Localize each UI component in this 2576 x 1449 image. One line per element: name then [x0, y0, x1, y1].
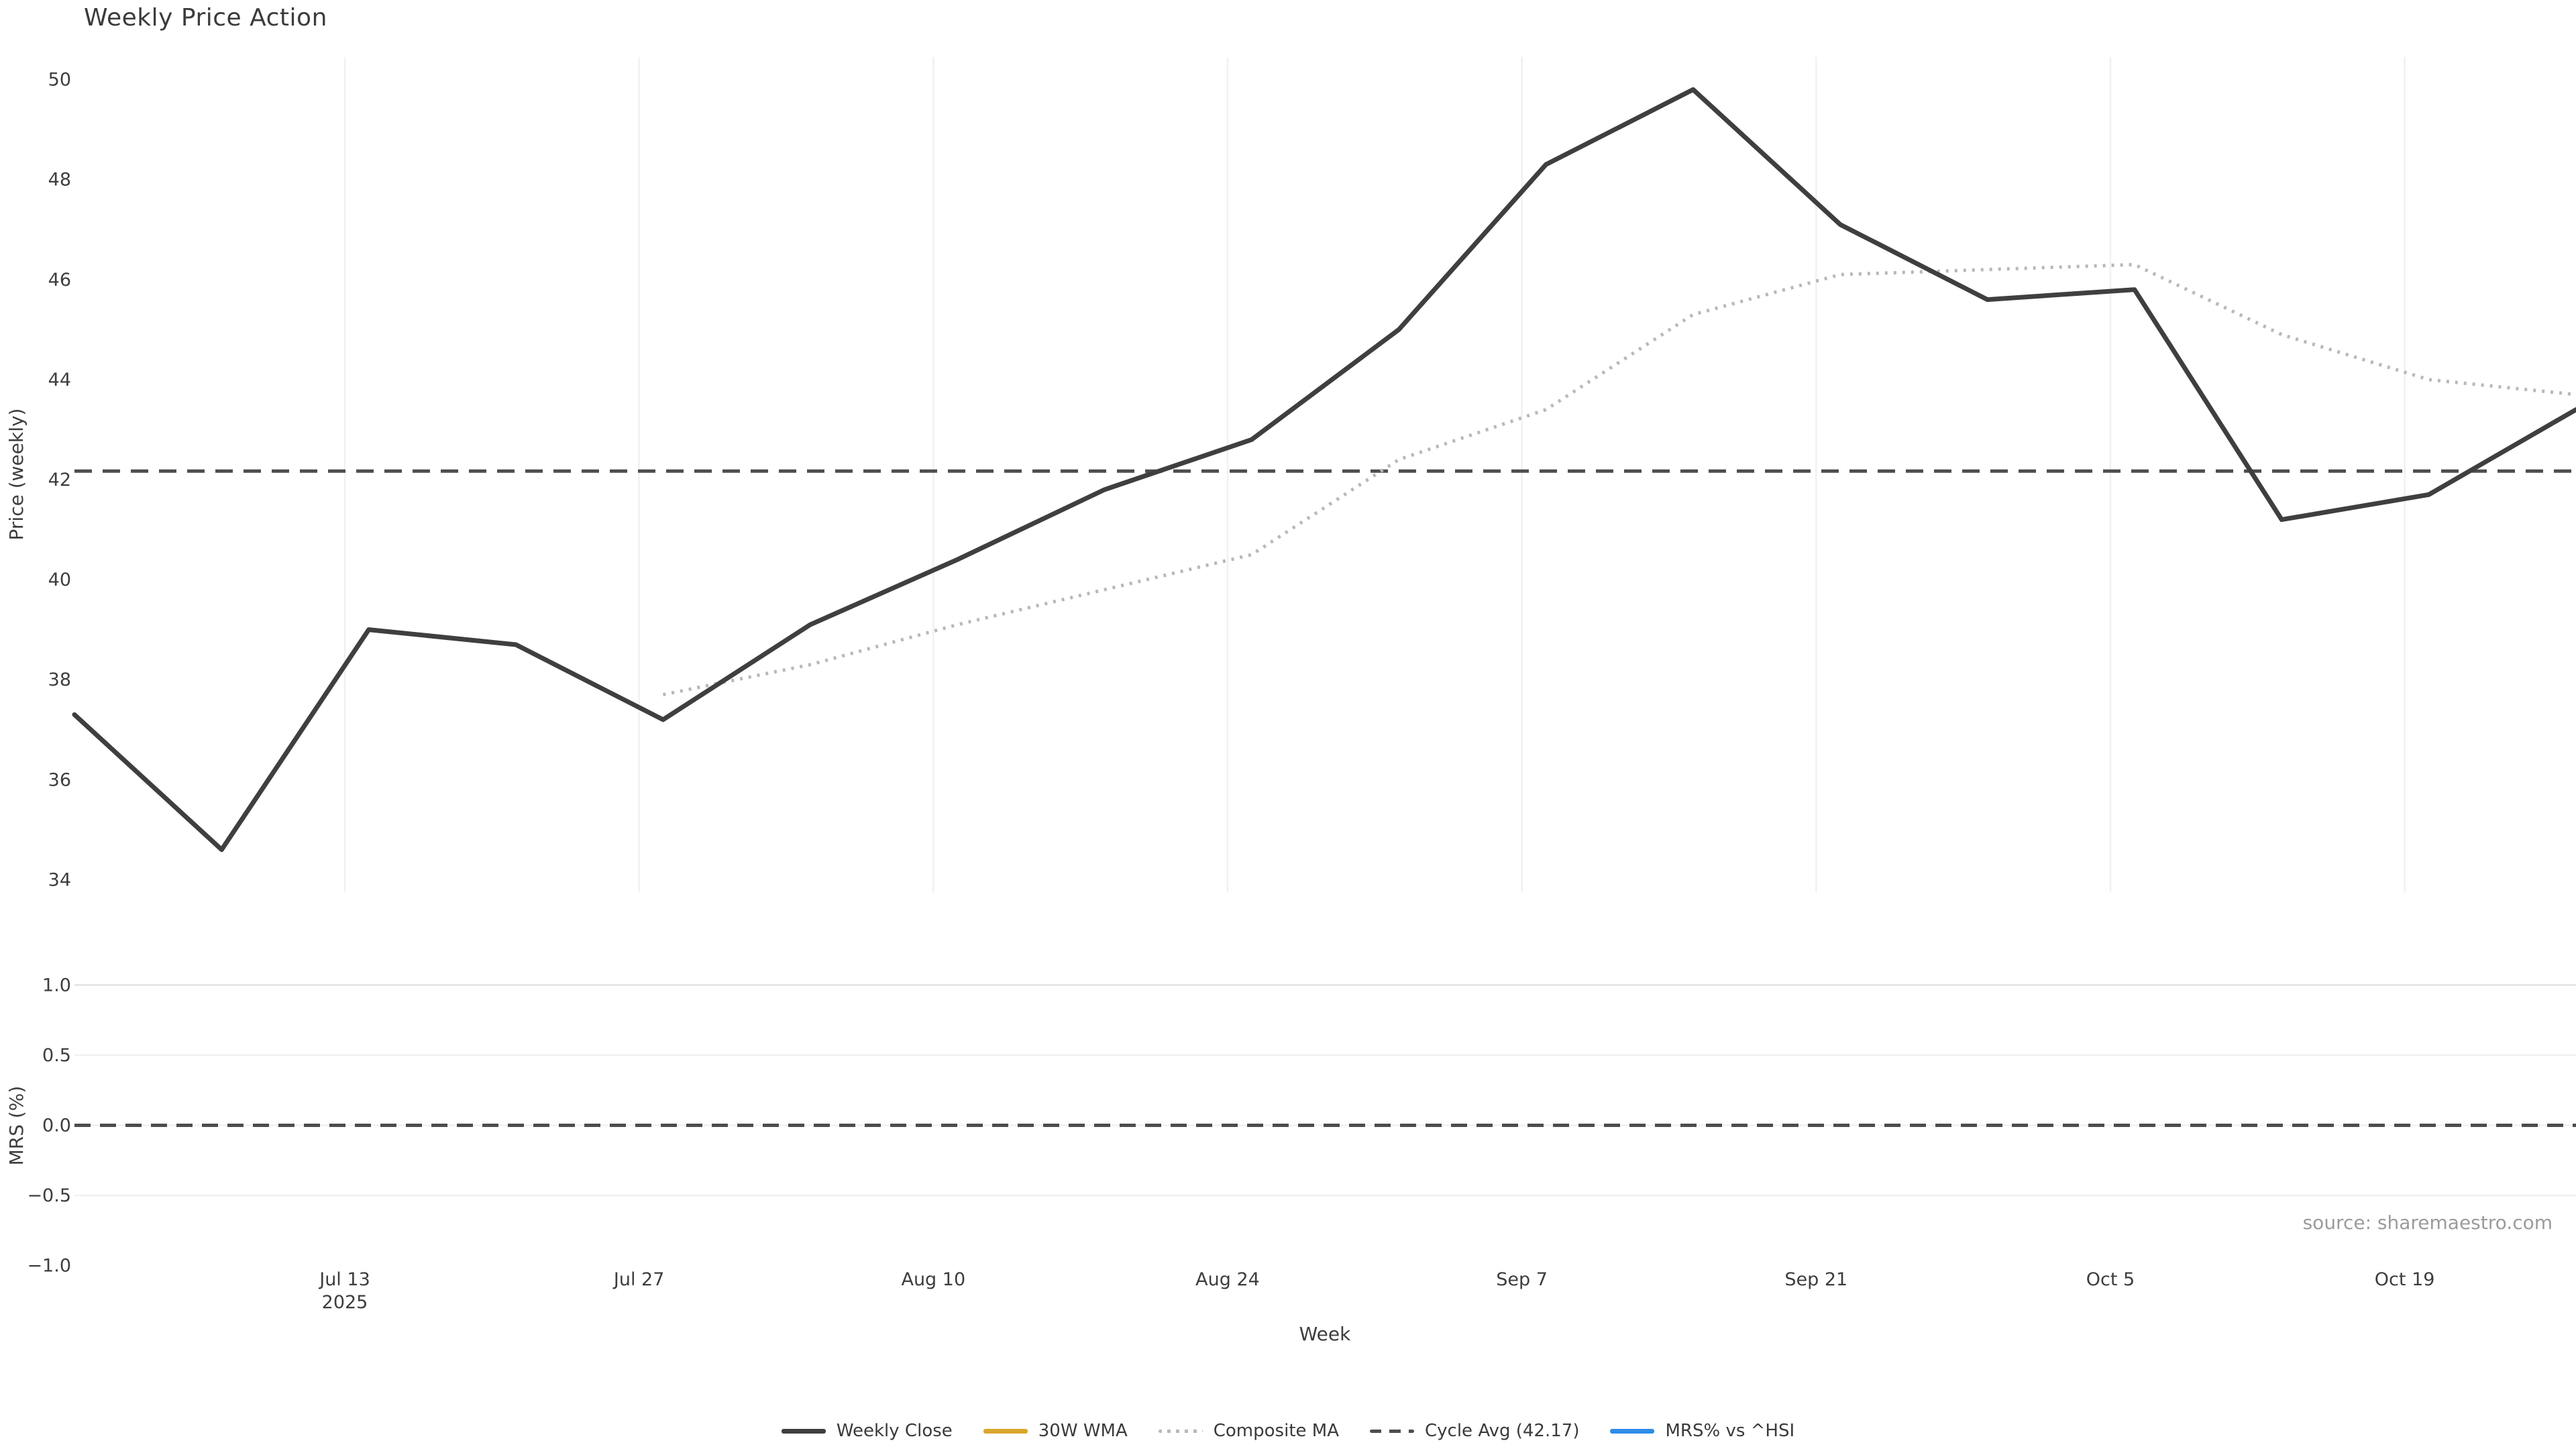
x-tick-year-label: 2025 [322, 1292, 368, 1313]
weekly-close-line-swatch-icon [781, 1428, 826, 1434]
legend-item-weekly-close: Weekly Close [781, 1421, 953, 1441]
price-tick-label: 50 [48, 70, 71, 91]
mrs-tick-label: −0.5 [27, 1185, 71, 1206]
composite-ma-line-swatch-icon [1158, 1429, 1203, 1433]
mrs-panel-grid [74, 984, 2576, 1197]
price-tick-label: 34 [48, 869, 71, 890]
chart-title: Weekly Price Action [84, 4, 327, 32]
price-tick-label: 48 [48, 170, 71, 191]
legend-label: Weekly Close [836, 1421, 953, 1441]
price-axis-label: Price (weekly) [5, 408, 28, 541]
price-tick-label: 36 [48, 769, 71, 790]
legend-label: Cycle Avg (42.17) [1425, 1421, 1580, 1441]
x-tick-label: Sep 21 [1784, 1269, 1847, 1290]
wma-line-swatch-icon [983, 1428, 1028, 1434]
x-tick-label: Jul 27 [612, 1269, 665, 1290]
mrs-tick-label: 0.5 [42, 1045, 71, 1066]
price-tick-label: 44 [48, 370, 71, 390]
price-tick-label: 46 [48, 270, 71, 290]
weekly-close-line [72, 87, 2576, 853]
x-tick-label: Oct 19 [2375, 1269, 2435, 1290]
mrs-tick-label: −1.0 [27, 1256, 71, 1277]
mrs-line-swatch-icon [1610, 1428, 1655, 1434]
x-tick-label: Sep 7 [1496, 1269, 1548, 1290]
legend-label: MRS% vs ^HSI [1665, 1421, 1795, 1441]
legend-item-cycle-avg: Cycle Avg (42.17) [1370, 1421, 1579, 1441]
price-tick-label: 42 [48, 470, 71, 490]
legend-item-30w-wma: 30W WMA [983, 1421, 1128, 1441]
legend-label: 30W WMA [1038, 1421, 1128, 1441]
price-tick-label: 40 [48, 570, 71, 590]
mrs-tick-label: 0.0 [42, 1116, 71, 1136]
source-credit: source: sharemaestro.com [2302, 1212, 2553, 1234]
x-tick-label: Aug 24 [1195, 1269, 1260, 1290]
price-tick-label: 38 [48, 669, 71, 690]
x-axis-label: Week [1299, 1323, 1351, 1345]
legend-label: Composite MA [1213, 1421, 1339, 1441]
composite-ma-line [662, 262, 2576, 696]
x-tick-label: Jul 13 [318, 1269, 370, 1290]
x-tick-label: Aug 10 [901, 1269, 965, 1290]
cycle-avg-line-swatch-icon [1370, 1429, 1414, 1433]
price-panel-grid [343, 57, 2406, 892]
legend-item-composite-ma: Composite MA [1158, 1421, 1339, 1441]
legend-item-mrs-vs-hsi: MRS% vs ^HSI [1610, 1421, 1794, 1441]
mrs-axis-label: MRS (%) [5, 1085, 28, 1166]
x-tick-label: Oct 5 [2086, 1269, 2135, 1290]
legend: Weekly Close 30W WMA Composite MA Cycle … [0, 1413, 2576, 1449]
mrs-tick-label: 1.0 [42, 975, 71, 996]
